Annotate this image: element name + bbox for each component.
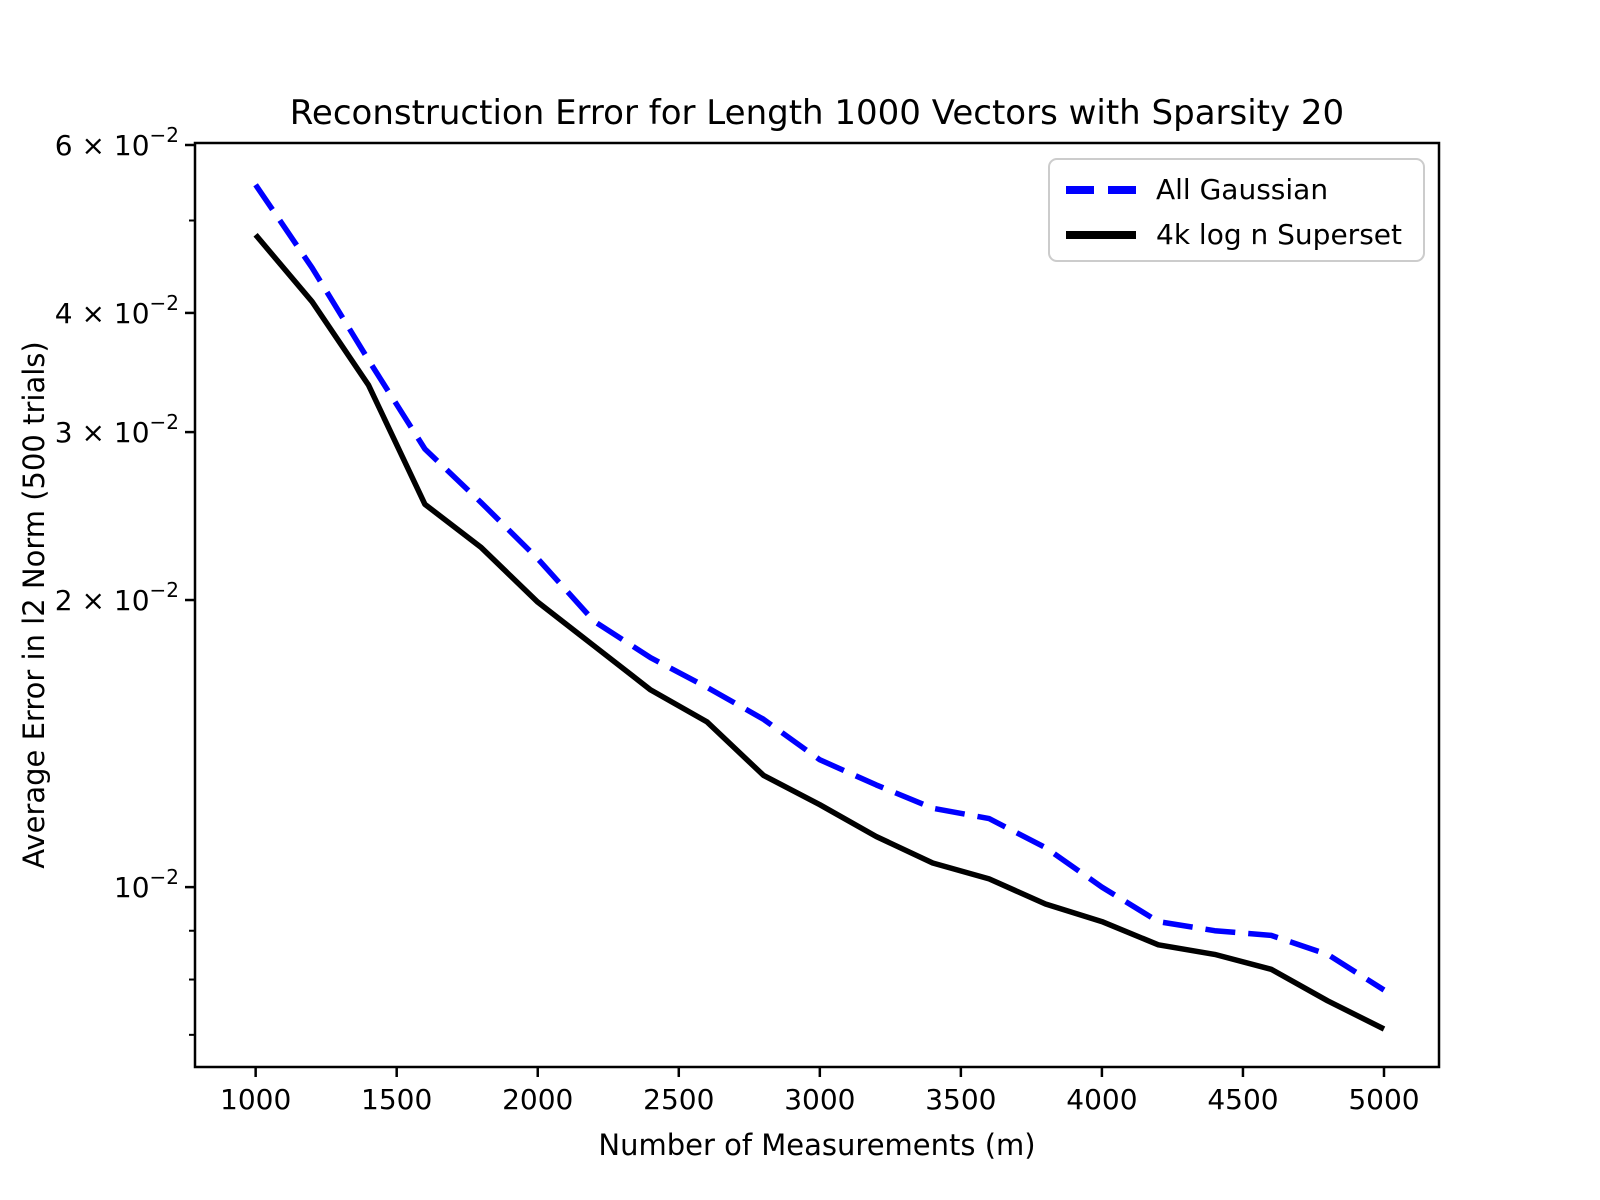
y-tick-label: 6 × 10−2 (55, 123, 179, 162)
series-line-4k-log-n-superset (253, 233, 1386, 1032)
x-tick-label: 3000 (784, 1083, 855, 1116)
solid-line-icon (1066, 230, 1136, 239)
x-tick-label: 5000 (1348, 1083, 1419, 1116)
x-tick-label: 3500 (925, 1083, 996, 1116)
legend-item-4k-log-n-superset: 4k log n Superset (1050, 212, 1423, 257)
axes-box (193, 141, 1441, 1069)
x-axis-label: Number of Measurements (m) (598, 1128, 1036, 1162)
x-tick-label: 4500 (1207, 1083, 1278, 1116)
x-tick-label: 2000 (502, 1083, 573, 1116)
x-tick-label: 1500 (361, 1083, 432, 1116)
y-axis-label: Average Error in l2 Norm (500 trials) (17, 341, 51, 869)
legend-item-all-gaussian: All Gaussian (1050, 167, 1423, 212)
x-tick-label: 1000 (220, 1083, 291, 1116)
legend-label-4k-log-n-superset: 4k log n Superset (1156, 218, 1402, 251)
legend: All Gaussian 4k log n Superset (1048, 158, 1425, 262)
y-tick-label: 10−2 (114, 865, 179, 904)
series-line-all-gaussian (253, 183, 1386, 993)
legend-label-all-gaussian: All Gaussian (1156, 173, 1329, 206)
x-tick-label: 2500 (643, 1083, 714, 1116)
dashed-line-icon (1066, 185, 1136, 194)
y-tick-label: 3 × 10−2 (55, 410, 179, 449)
y-tick-label: 2 × 10−2 (55, 578, 179, 617)
chart-title: Reconstruction Error for Length 1000 Vec… (289, 93, 1345, 133)
y-tick-label: 4 × 10−2 (55, 291, 179, 330)
x-tick-label: 4000 (1066, 1083, 1137, 1116)
